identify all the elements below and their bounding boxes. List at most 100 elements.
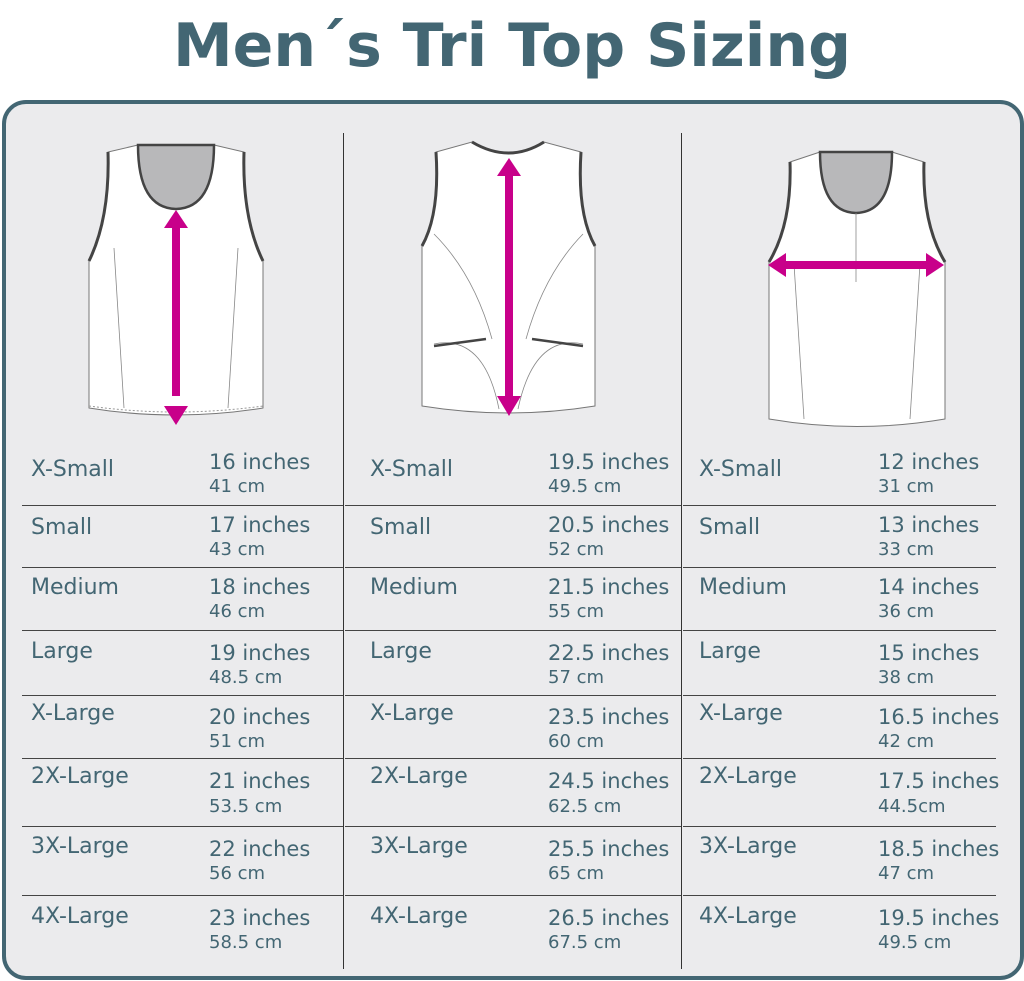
cm-value: 47 cm bbox=[878, 863, 935, 884]
cm-value: 46 cm bbox=[209, 601, 266, 622]
size-row: X-Small 12 inches 31 cm bbox=[683, 448, 996, 512]
row-divider bbox=[345, 895, 681, 896]
size-label: Large bbox=[699, 639, 761, 664]
vertical-arrow-icon bbox=[497, 158, 521, 416]
column-divider bbox=[343, 133, 344, 969]
cm-value: 33 cm bbox=[878, 539, 935, 560]
size-label: Medium bbox=[370, 575, 458, 600]
row-divider bbox=[22, 567, 343, 568]
size-label: X-Large bbox=[699, 701, 783, 726]
inches-value: 12 inches bbox=[878, 450, 980, 474]
cm-value: 62.5 cm bbox=[548, 796, 622, 817]
inches-value: 18 inches bbox=[209, 575, 311, 599]
size-label: X-Large bbox=[370, 701, 454, 726]
row-divider bbox=[22, 895, 343, 896]
size-row: 2X-Large 21 inches 53.5 cm bbox=[22, 758, 343, 822]
size-row: X-Small 19.5 inches 49.5 cm bbox=[345, 448, 681, 512]
horizontal-arrow-icon bbox=[768, 253, 944, 277]
size-label: 2X-Large bbox=[370, 764, 468, 789]
row-divider bbox=[345, 567, 681, 568]
inches-value: 20.5 inches bbox=[548, 513, 670, 537]
inches-value: 23.5 inches bbox=[548, 705, 670, 729]
inches-value: 18.5 inches bbox=[878, 837, 1000, 861]
size-row: 2X-Large 24.5 inches 62.5 cm bbox=[345, 758, 681, 822]
size-label: X-Small bbox=[370, 457, 454, 482]
cm-value: 60 cm bbox=[548, 731, 605, 752]
size-row: 2X-Large 17.5 inches 44.5cm bbox=[683, 758, 1000, 822]
row-divider bbox=[22, 695, 343, 696]
inches-value: 17.5 inches bbox=[878, 769, 1000, 793]
cm-value: 67.5 cm bbox=[548, 932, 622, 953]
size-row: 4X-Large 19.5 inches 49.5 cm bbox=[683, 895, 1000, 959]
row-divider bbox=[22, 758, 343, 759]
size-label: 4X-Large bbox=[699, 904, 797, 929]
cm-value: 57 cm bbox=[548, 667, 605, 688]
row-divider bbox=[683, 758, 996, 759]
inches-value: 25.5 inches bbox=[548, 837, 670, 861]
column-divider bbox=[681, 133, 682, 969]
row-divider bbox=[683, 567, 996, 568]
size-row: Large 15 inches 38 cm bbox=[683, 630, 996, 694]
size-label: Large bbox=[370, 639, 432, 664]
size-row: Small 17 inches 43 cm bbox=[22, 505, 343, 569]
size-label: 3X-Large bbox=[699, 834, 797, 859]
cm-value: 55 cm bbox=[548, 601, 605, 622]
size-row: Medium 18 inches 46 cm bbox=[22, 567, 343, 631]
size-row: Small 13 inches 33 cm bbox=[683, 505, 996, 569]
back-top-length-illustration bbox=[420, 140, 597, 416]
cm-value: 36 cm bbox=[878, 601, 935, 622]
inches-value: 14 inches bbox=[878, 575, 980, 599]
size-row: X-Large 20 inches 51 cm bbox=[22, 695, 343, 759]
size-row: X-Large 23.5 inches 60 cm bbox=[345, 695, 681, 759]
inches-value: 24.5 inches bbox=[548, 769, 670, 793]
row-divider bbox=[345, 695, 681, 696]
size-row: Medium 14 inches 36 cm bbox=[683, 567, 996, 631]
cm-value: 53.5 cm bbox=[209, 796, 283, 817]
size-row: X-Large 16.5 inches 42 cm bbox=[683, 695, 999, 759]
size-label: Medium bbox=[31, 575, 119, 600]
size-row: 3X-Large 18.5 inches 47 cm bbox=[683, 826, 1000, 890]
row-divider bbox=[22, 826, 343, 827]
inches-value: 22.5 inches bbox=[548, 641, 670, 665]
size-row: X-Small 16 inches 41 cm bbox=[22, 448, 343, 512]
cm-value: 65 cm bbox=[548, 863, 605, 884]
row-divider bbox=[22, 505, 343, 506]
size-label: Large bbox=[31, 639, 93, 664]
row-divider bbox=[683, 826, 996, 827]
row-divider bbox=[345, 758, 681, 759]
front-top-length-illustration bbox=[87, 143, 265, 425]
size-label: 3X-Large bbox=[31, 834, 129, 859]
size-row: 4X-Large 23 inches 58.5 cm bbox=[22, 895, 343, 959]
inches-value: 15 inches bbox=[878, 641, 980, 665]
row-divider bbox=[345, 826, 681, 827]
inches-value: 22 inches bbox=[209, 837, 311, 861]
front-top-chest-illustration bbox=[767, 150, 947, 427]
cm-value: 38 cm bbox=[878, 667, 935, 688]
size-label: X-Large bbox=[31, 701, 115, 726]
cm-value: 49.5 cm bbox=[548, 476, 622, 497]
cm-value: 44.5cm bbox=[878, 796, 946, 817]
cm-value: 49.5 cm bbox=[878, 932, 952, 953]
size-row: Large 22.5 inches 57 cm bbox=[345, 630, 681, 694]
row-divider bbox=[345, 505, 681, 506]
size-label: Small bbox=[31, 515, 93, 540]
cm-value: 43 cm bbox=[209, 539, 266, 560]
size-row: 4X-Large 26.5 inches 67.5 cm bbox=[345, 895, 681, 959]
size-row: Large 19 inches 48.5 cm bbox=[22, 630, 343, 694]
cm-value: 31 cm bbox=[878, 476, 935, 497]
size-label: X-Small bbox=[699, 457, 783, 482]
inches-value: 17 inches bbox=[209, 513, 311, 537]
cm-value: 41 cm bbox=[209, 476, 266, 497]
cm-value: 58.5 cm bbox=[209, 932, 283, 953]
size-row: Small 20.5 inches 52 cm bbox=[345, 505, 681, 569]
row-divider bbox=[683, 630, 996, 631]
size-label: 2X-Large bbox=[31, 764, 129, 789]
row-divider bbox=[683, 695, 996, 696]
cm-value: 42 cm bbox=[878, 731, 935, 752]
inches-value: 19.5 inches bbox=[548, 450, 670, 474]
cm-value: 51 cm bbox=[209, 731, 266, 752]
row-divider bbox=[683, 895, 996, 896]
inches-value: 23 inches bbox=[209, 906, 311, 930]
inches-value: 19.5 inches bbox=[878, 906, 1000, 930]
inches-value: 21 inches bbox=[209, 769, 311, 793]
